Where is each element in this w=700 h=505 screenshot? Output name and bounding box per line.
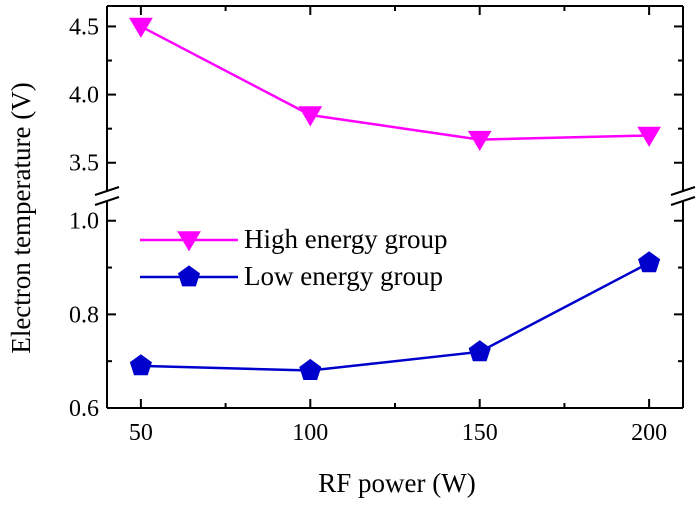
y-tick-label-upper: 4.5 [69, 14, 99, 40]
data-point [468, 340, 491, 362]
data-point [467, 130, 492, 152]
x-tick-label: 100 [292, 420, 328, 446]
legend-marker [177, 231, 201, 252]
x-axis-title: RF power (W) [318, 468, 475, 498]
legend-label: High energy group [244, 224, 447, 254]
y-tick-label-lower: 0.6 [69, 396, 99, 422]
data-point [638, 251, 661, 273]
axis-break-gap-left [93, 191, 121, 201]
series-1 [129, 17, 661, 152]
y-axis-title: Electron temperature (V) [6, 82, 36, 353]
x-tick-label: 50 [129, 420, 153, 446]
axis-ticks: 50 100 150 200 3.5 4.0 4.5 0.6 0.8 1.0 [69, 6, 683, 446]
axis-break-mark-right-1 [670, 186, 696, 196]
y-tick-label-lower: 1.0 [69, 209, 99, 235]
axis-break-mark-left-1 [94, 186, 120, 196]
y-tick-label-lower: 0.8 [69, 302, 99, 328]
legend-item-2: Low energy group [140, 261, 443, 291]
legend-item-1: High energy group [140, 224, 447, 254]
y-tick-label-upper: 4.0 [69, 83, 99, 109]
axis-break-mark-right-2 [670, 196, 696, 206]
legend-marker [177, 265, 201, 287]
data-point [637, 126, 661, 147]
axis-break-gap-right [669, 191, 697, 201]
data-point [299, 358, 322, 380]
series-line [140, 25, 650, 141]
x-tick-label: 200 [631, 420, 667, 446]
series-2 [129, 251, 661, 380]
legend-label: Low energy group [244, 261, 443, 291]
x-tick-label: 150 [462, 420, 498, 446]
legend: High energy group Low energy group [140, 224, 447, 291]
series-layer [129, 17, 661, 380]
axis-break-mark-left-2 [94, 196, 120, 206]
data-point [129, 17, 153, 38]
plot-frame [93, 5, 697, 409]
data-point [298, 106, 323, 127]
series-line [140, 261, 650, 372]
y-tick-label-upper: 3.5 [69, 151, 99, 177]
data-point [129, 354, 152, 376]
